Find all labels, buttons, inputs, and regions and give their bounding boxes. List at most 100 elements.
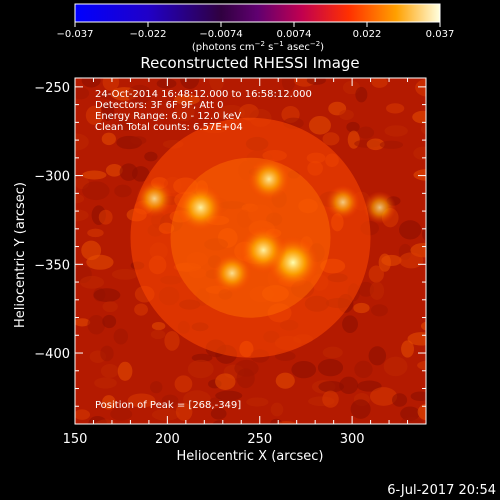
annotation-line: Clean Total counts: 6.57E+04 bbox=[95, 122, 243, 133]
texture-blob bbox=[151, 408, 180, 421]
texture-blob bbox=[117, 361, 133, 381]
texture-blob bbox=[105, 163, 123, 177]
texture-blob bbox=[417, 360, 426, 371]
peak-position: Position of Peak = [268,-349] bbox=[95, 400, 241, 411]
texture-blob bbox=[127, 84, 153, 104]
texture-blob bbox=[371, 78, 388, 88]
annotation-line: 24-Oct-2014 16:48:12.000 to 16:58:12.000 bbox=[95, 89, 312, 100]
y-tick-label: −350 bbox=[34, 258, 70, 273]
texture-blob bbox=[100, 345, 114, 362]
texture-blob bbox=[175, 402, 193, 421]
texture-blob bbox=[294, 427, 311, 438]
texture-blob bbox=[342, 80, 361, 95]
texture-blob bbox=[174, 102, 195, 122]
source-blob bbox=[363, 191, 397, 224]
texture-blob bbox=[102, 395, 116, 410]
texture-blob bbox=[354, 360, 373, 379]
texture-blob bbox=[357, 380, 382, 392]
texture-blob bbox=[101, 132, 116, 146]
texture-blob bbox=[342, 315, 358, 334]
annotation-block: 24-Oct-2014 16:48:12.000 to 16:58:12.000… bbox=[95, 89, 312, 133]
texture-blob bbox=[161, 394, 179, 407]
texture-blob bbox=[174, 375, 193, 393]
texture-blob bbox=[322, 390, 339, 408]
texture-blob bbox=[371, 304, 388, 317]
texture-blob bbox=[322, 346, 343, 359]
texture-blob bbox=[308, 115, 331, 135]
texture-blob bbox=[180, 78, 200, 89]
texture-blob bbox=[357, 126, 375, 139]
colorbar-tick-label: −0.0074 bbox=[199, 29, 242, 40]
texture-blob bbox=[246, 397, 269, 407]
texture-blob bbox=[368, 346, 387, 366]
source-blob bbox=[212, 253, 252, 293]
texture-blob bbox=[399, 252, 424, 269]
texture-blob bbox=[407, 332, 426, 346]
texture-blob bbox=[144, 151, 158, 162]
texture-blob bbox=[174, 94, 200, 105]
texture-blob bbox=[399, 220, 422, 240]
texture-blob bbox=[306, 78, 326, 85]
texture-blob bbox=[75, 194, 85, 204]
texture-blob bbox=[339, 376, 359, 395]
x-tick-label: 300 bbox=[340, 432, 365, 447]
texture-blob bbox=[410, 391, 426, 402]
texture-blob bbox=[281, 78, 296, 92]
texture-blob bbox=[75, 318, 91, 327]
texture-blob bbox=[270, 402, 284, 417]
annotation-line: Energy Range: 6.0 - 12.0 keV bbox=[95, 111, 241, 122]
texture-blob bbox=[127, 393, 156, 408]
texture-blob bbox=[368, 265, 384, 283]
footer-date: 6-Jul-2017 20:54 bbox=[387, 483, 496, 498]
texture-blob bbox=[383, 356, 408, 377]
y-tick-label: −250 bbox=[34, 81, 70, 96]
texture-blob bbox=[110, 407, 133, 421]
texture-blob bbox=[379, 140, 404, 149]
source-blob bbox=[325, 185, 360, 220]
image-sources bbox=[136, 158, 397, 293]
texture-blob bbox=[392, 393, 408, 407]
texture-blob bbox=[183, 390, 211, 409]
texture-blob bbox=[98, 209, 113, 225]
texture-blob bbox=[339, 109, 354, 120]
texture-blob bbox=[218, 104, 245, 122]
texture-blob bbox=[113, 328, 129, 345]
texture-blob bbox=[85, 105, 104, 125]
texture-blob bbox=[291, 360, 317, 379]
texture-blob bbox=[87, 228, 104, 238]
colorbar-tick-label: 0.037 bbox=[426, 29, 455, 40]
x-tick-label: 150 bbox=[63, 432, 88, 447]
texture-blob bbox=[413, 169, 426, 181]
texture-blob bbox=[94, 419, 117, 424]
texture-blob bbox=[209, 397, 223, 406]
texture-blob bbox=[118, 116, 133, 131]
colorbar-tick-label: −0.022 bbox=[129, 29, 166, 40]
texture-blob bbox=[401, 340, 415, 358]
y-axis-label: Heliocentric Y (arcsec) bbox=[13, 182, 28, 328]
texture-blob bbox=[268, 90, 289, 99]
texture-blob bbox=[94, 377, 117, 389]
texture-blob bbox=[420, 321, 426, 331]
texture-blob bbox=[100, 363, 119, 378]
annotation-line: Detectors: 3F 6F 9F, Att 0 bbox=[95, 100, 223, 111]
texture-blob bbox=[191, 353, 213, 363]
texture-blob bbox=[275, 372, 295, 389]
colorbar-tick-label: 0.0074 bbox=[277, 29, 312, 40]
texture-blob bbox=[130, 136, 147, 145]
texture-blob bbox=[384, 125, 408, 137]
texture-blob bbox=[75, 133, 89, 151]
source-blob bbox=[136, 180, 173, 217]
texture-blob bbox=[350, 399, 371, 419]
texture-blob bbox=[81, 78, 101, 88]
texture-blob bbox=[275, 420, 297, 424]
texture-blob bbox=[382, 426, 400, 439]
x-axis: 150 200 250 300 bbox=[63, 78, 427, 447]
x-axis-label: Heliocentric X (arcsec) bbox=[177, 449, 324, 464]
chart-title: Reconstructed RHESSI Image bbox=[140, 54, 359, 72]
texture-blob bbox=[102, 78, 120, 91]
colorbar-label: (photons cm−2 s−1 asec−2) bbox=[192, 40, 324, 53]
texture-blob bbox=[79, 275, 105, 289]
texture-blob bbox=[114, 184, 132, 198]
texture-blob bbox=[150, 329, 166, 340]
plot-frame bbox=[74, 77, 427, 425]
